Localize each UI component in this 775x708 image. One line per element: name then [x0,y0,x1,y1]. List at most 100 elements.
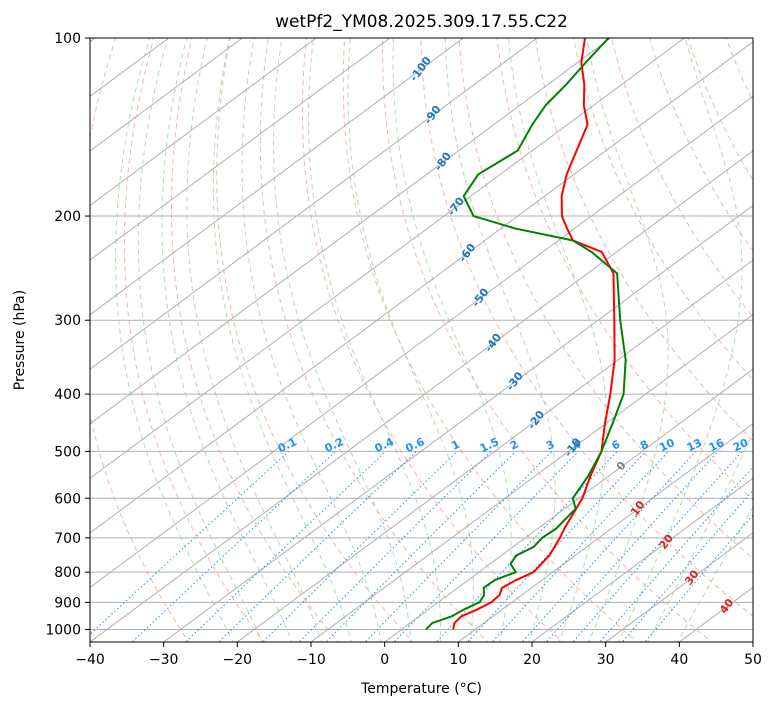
moist-adiabat [186,38,323,642]
y-tick-label: 1000 [45,622,81,638]
isotherm-label: -40 [482,331,505,355]
isotherm-line [237,259,753,642]
isotherm-line [752,641,753,642]
isotherm-line [605,532,753,642]
x-tick-label: −20 [223,652,253,668]
y-tick-label: 800 [54,565,81,581]
plot-area: 0.10.20.40.611.52346810131620253036-100-… [90,25,775,645]
mixing-ratio-label: 0.1 [276,435,299,455]
x-tick-label: −10 [296,652,326,668]
isotherm-label: 40 [717,596,737,616]
isotherm-line [90,41,753,534]
mixing-ratio-line [364,451,553,642]
chart-title: wetPf2_YM08.2025.309.17.55.C22 [275,12,568,32]
mixing-ratio-line [572,451,743,642]
moist-adiabat [161,38,293,642]
temperature-profile [452,38,616,630]
mixing-ratio-line [262,451,458,642]
moist-adiabat [586,38,669,642]
isotherm-label: 20 [657,532,677,552]
mixing-ratio-label: 13 [685,436,704,454]
mixing-ratio-line [298,451,492,642]
isotherm-label: -100 [407,54,434,84]
dewpoint-profile [425,38,627,631]
isotherm-line [90,38,464,316]
mixing-ratio-line [393,451,579,642]
isotherm-label: -80 [432,149,455,173]
mixing-ratio-label: 16 [707,436,727,454]
isotherm-line [90,38,317,207]
mixing-ratio-label: 10 [657,436,677,454]
y-tick-label: 200 [54,209,81,225]
moist-adiabat [507,38,608,642]
mixing-ratio-line [599,466,753,642]
dry-adiabat [123,38,265,642]
mixing-ratio-label: 1.5 [478,435,501,455]
axes: −40 −30 −20 −10 0 10 20 30 40 50 1000 900 800 700 600 5… [45,31,762,668]
moist-adiabat [392,38,512,642]
isotherm-line [90,38,538,370]
plot-frame [89,37,754,643]
isotherm-label: -90 [421,103,444,127]
isotherm-line [310,313,753,642]
isotherm-label: 10 [628,498,648,518]
y-tick-label: 700 [54,531,81,547]
dry-adiabat [725,38,753,103]
isotherm-line [90,95,753,589]
dry-adiabat [687,38,753,182]
mixing-ratio-label: 1 [449,438,461,453]
y-tick-label: 100 [54,31,81,47]
y-axis-title: Pressure (hPa) [12,290,28,390]
mixing-ratio-label: 0.6 [403,435,426,455]
dry-adiabat [259,38,489,642]
mixing-ratio-line [185,451,387,642]
moist-adiabat [647,432,753,642]
x-tick-label: 50 [744,652,762,668]
x-tick-label: 30 [597,652,615,668]
x-axis-title: Temperature (°C) [360,681,482,697]
dry-adiabat [301,38,564,642]
x-tick-label: 40 [670,652,688,668]
isotherm-label: -20 [525,408,548,432]
isotherm-line [531,477,753,642]
dry-adiabat [611,38,753,318]
mixing-ratio-line [90,451,290,636]
y-tick-label: 500 [54,444,81,460]
dry-adiabat [90,38,190,642]
isotherm-line [90,150,753,642]
y-tick-label: 900 [54,595,81,611]
mixing-ratio-line [621,489,753,642]
dry-adiabat [759,25,775,645]
isotherm-label: -30 [504,369,527,393]
mixing-ratio-line [466,451,647,642]
mixing-ratio-line [325,451,516,642]
x-tick-label: 10 [449,652,467,668]
isotherm-label: -10 [562,435,585,459]
dry-adiabat [573,38,753,381]
isotherm-line [90,38,685,479]
dry-adiabat [496,38,753,501]
mixing-ratio-label: 25 [756,436,775,454]
isotherm-line [90,38,243,152]
mixing-ratio-label: 0.4 [373,435,396,455]
mixing-ratio-line [545,451,719,642]
x-tick-label: −40 [75,652,105,668]
isotherm-line [163,204,753,642]
dry-adiabat [170,38,339,642]
moist-adiabat [347,38,474,642]
mixing-ratio-label: 8 [638,438,650,453]
isotherm-label: -60 [456,241,479,265]
isotherm-line [90,38,391,261]
dry-adiabat [458,38,753,560]
mixing-ratio-label: 6 [610,438,623,453]
moist-adiabat [273,38,412,642]
isotherm-label: -50 [469,285,492,309]
isotherm-line [458,423,753,642]
mixing-ratio-label: 20 [731,436,751,454]
isotherm-line [90,38,612,425]
moist-adiabat [308,38,442,642]
dry-adiabat [216,38,414,642]
mixing-ratio-label: 0.2 [323,435,346,455]
mixing-ratio-label: 2 [508,438,520,453]
mixing-ratio-line [521,451,697,642]
